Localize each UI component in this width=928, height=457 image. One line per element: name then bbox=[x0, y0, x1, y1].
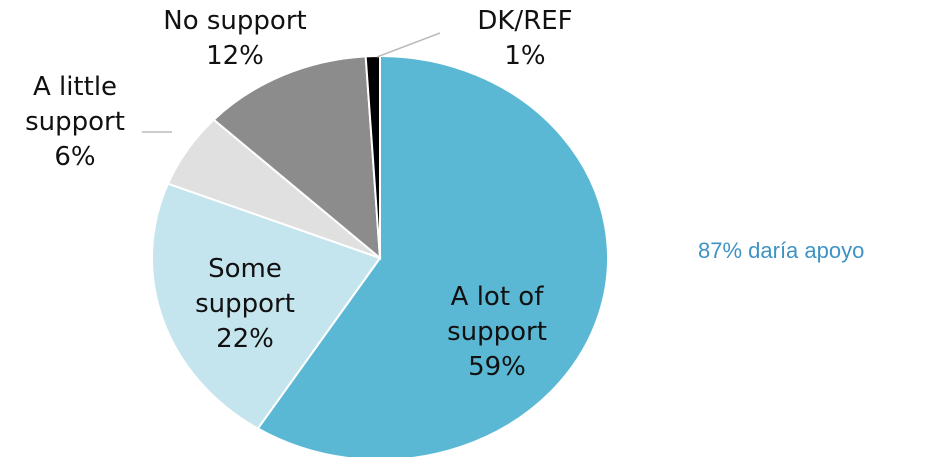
pie-slice bbox=[212, 55, 382, 261]
slice-label: No support 12% bbox=[125, 4, 345, 74]
category-label: A little support bbox=[25, 72, 125, 137]
slice-label: Some support 22% bbox=[170, 252, 320, 357]
leader-line bbox=[376, 32, 441, 58]
slice-label: A lot of support 59% bbox=[422, 280, 572, 385]
value-label: 22% bbox=[216, 324, 274, 354]
slices bbox=[151, 54, 609, 457]
category-label: DK/REF bbox=[477, 6, 573, 36]
value-label: 12% bbox=[206, 41, 264, 71]
value-label: 6% bbox=[54, 142, 96, 172]
pie-slice bbox=[151, 182, 382, 430]
value-label: 59% bbox=[468, 352, 526, 382]
category-label: Some support bbox=[195, 254, 295, 319]
slice-label: A little support 6% bbox=[10, 70, 140, 175]
pie-slice bbox=[256, 54, 609, 457]
category-label: A lot of support bbox=[447, 282, 547, 347]
slice-label: DK/REF 1% bbox=[455, 4, 595, 74]
value-label: 1% bbox=[504, 41, 546, 71]
category-label: No support bbox=[163, 6, 307, 36]
annotation: 87% daría apoyo bbox=[698, 238, 865, 263]
